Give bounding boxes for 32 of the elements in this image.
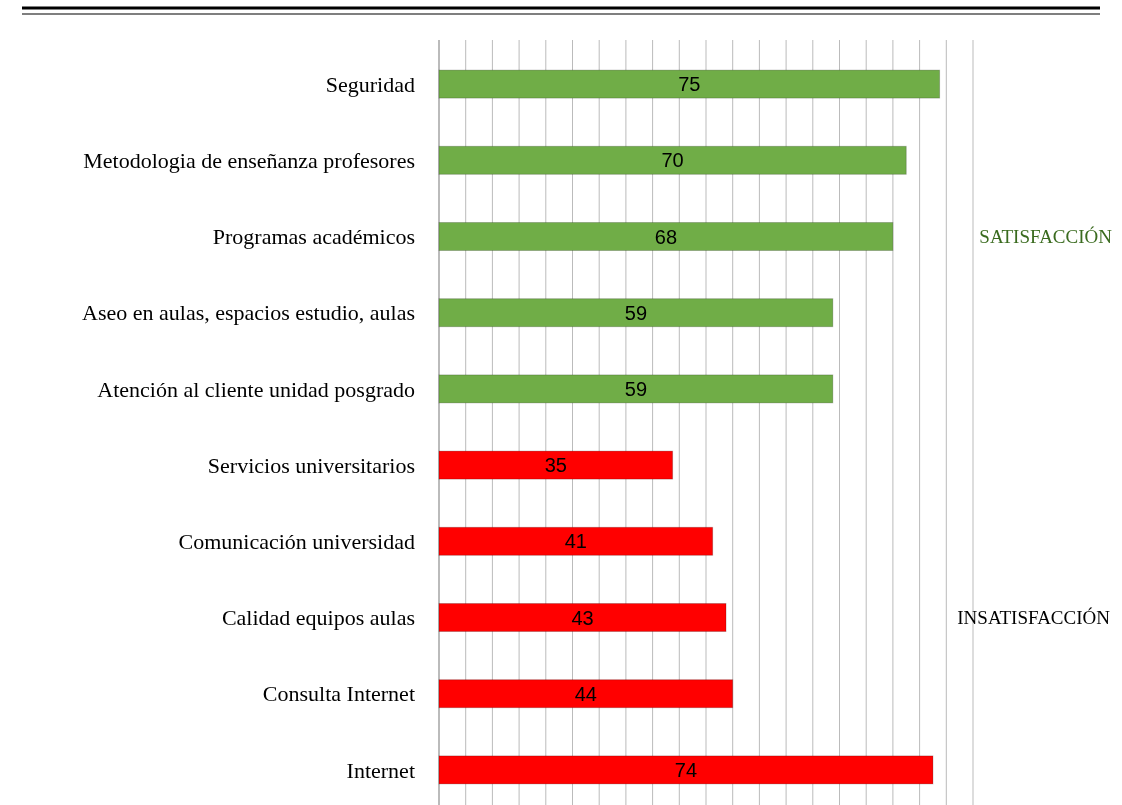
bar [438, 222, 894, 251]
data-label: 70 [661, 149, 684, 172]
y-tick-label: Servicios universitarios [207, 452, 415, 478]
data-label: 59 [624, 377, 648, 400]
data-label: 68 [654, 225, 678, 248]
data-label: 44 [574, 682, 597, 705]
data-label: 74 [674, 758, 698, 781]
data-label: 41 [564, 530, 587, 553]
data-label: 43 [571, 606, 594, 629]
bar [438, 69, 941, 99]
bar [438, 679, 734, 709]
bar [438, 145, 907, 175]
bar [438, 755, 934, 785]
bar [438, 298, 834, 328]
bar [438, 450, 674, 480]
text: SATISFACCIÓN [979, 226, 1113, 248]
y-tick-label: Seguridad [325, 71, 415, 97]
y-tick-label: Calidad equipos aulas [221, 605, 415, 631]
data-label: 35 [544, 454, 567, 477]
y-tick-label: Aseo en aulas, espacios estudio, aulas [82, 300, 415, 326]
y-tick-label: Consulta Internet [262, 681, 415, 707]
y-tick-label: Metodologia de enseñanza profesores [83, 148, 415, 173]
bar [438, 603, 727, 632]
annotation: INSATISFACCIÓN [957, 607, 1111, 629]
y-tick-label: Internet [346, 757, 415, 783]
bar [438, 374, 834, 404]
data-label: 59 [624, 301, 648, 324]
y-tick-label: Programas académicos [212, 224, 415, 250]
y-tick-label: Atención al cliente unidad posgrado [97, 376, 415, 402]
y-tick-label: Comunicación universidad [178, 529, 415, 554]
data-label: 75 [678, 73, 701, 96]
bar [438, 526, 714, 556]
